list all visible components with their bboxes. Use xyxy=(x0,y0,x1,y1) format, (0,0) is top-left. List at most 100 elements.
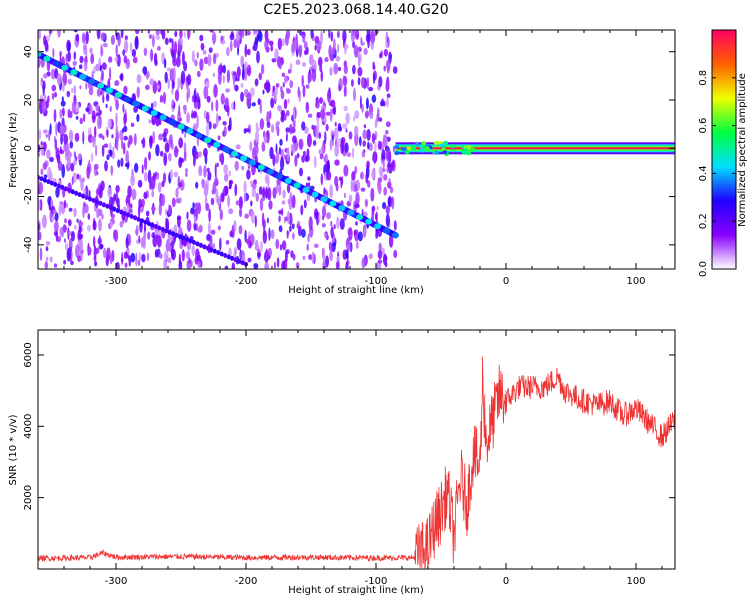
spectrogram-noise-cell xyxy=(56,235,61,242)
spectrogram-noise-cell xyxy=(59,108,63,119)
spectrogram-noise-cell xyxy=(148,119,151,124)
spectrogram-noise-cell xyxy=(64,218,67,224)
spectrogram-noise-cell xyxy=(73,207,77,218)
spectrogram-noise-cell xyxy=(75,33,79,42)
spectrogram-noise-cell xyxy=(51,216,56,221)
spectrogram-trace-peak xyxy=(383,227,391,234)
spectrogram-noise-cell xyxy=(155,117,160,127)
spectrogram-noise-cell xyxy=(304,49,307,56)
spectrogram-noise-cell xyxy=(361,150,366,158)
spectrogram-noise-cell xyxy=(100,32,106,41)
spectrogram-noise-cell xyxy=(331,46,336,56)
spectrogram-noise-cell xyxy=(131,49,137,57)
spectrogram-noise-cell xyxy=(66,247,72,262)
spectrogram-noise-cell xyxy=(262,230,267,244)
spectrogram-noise-cell xyxy=(120,30,124,39)
spectrogram-noise-cell xyxy=(128,208,133,214)
spectrogram-noise-cell xyxy=(250,200,253,207)
spectrogram-noise-cell xyxy=(150,48,154,62)
spectrogram-noise-cell xyxy=(249,141,253,152)
carrier-onset-cell xyxy=(394,151,400,156)
carrier-onset-cell xyxy=(404,150,410,155)
spectrogram-noise-cell xyxy=(211,31,217,44)
spectrogram-noise-cell xyxy=(378,117,383,122)
spectrogram-noise-cell xyxy=(268,227,271,241)
spectrogram-noise-cell xyxy=(372,61,375,70)
spectrogram-noise-cell xyxy=(316,41,322,51)
spectrogram-noise-cell xyxy=(265,250,270,260)
spectrogram-ytick-label: 40 xyxy=(23,45,34,58)
spectrogram-noise-cell xyxy=(345,112,350,125)
spectrogram-noise-cell xyxy=(110,35,115,45)
spectrogram-noise-cell xyxy=(217,199,221,205)
spectrogram-noise-cell xyxy=(124,162,130,168)
spectrogram-noise-cell xyxy=(186,211,189,220)
spectrogram-noise-cell xyxy=(343,85,347,98)
spectrogram-trace-peak xyxy=(347,209,355,216)
spectrogram-noise-cell xyxy=(283,98,288,110)
spectrogram-noise-cell xyxy=(146,72,149,80)
spectrogram-noise-cell xyxy=(155,34,161,40)
spectrogram-noise-cell xyxy=(286,229,289,239)
spectrogram-noise-cell xyxy=(354,183,358,193)
spectrogram-noise-cell xyxy=(100,243,104,249)
spectrogram-noise-cell xyxy=(383,48,388,57)
spectrogram-noise-cell xyxy=(298,30,303,36)
spectrogram-noise-cell xyxy=(165,208,168,216)
spectrogram-secondary-trace-cell xyxy=(192,239,196,245)
spectrogram-ytick-label: 20 xyxy=(23,94,34,107)
spectrogram-noise-cell xyxy=(360,171,364,180)
spectrogram-trace-peak xyxy=(213,141,221,148)
spectrogram-secondary-trace-cell xyxy=(240,260,245,266)
spectrogram-noise-cell xyxy=(371,211,375,222)
spectrogram-noise-cell xyxy=(392,66,398,74)
spectrogram-noise-cell xyxy=(244,43,248,58)
spectrogram-noise-cell xyxy=(205,122,210,137)
spectrogram-noise-cell xyxy=(173,41,178,55)
spectrogram-noise-cell xyxy=(305,182,309,187)
spectrogram-noise-cell xyxy=(127,254,131,261)
spectrogram-noise-cell xyxy=(178,117,182,122)
spectrogram-noise-cell xyxy=(95,112,99,117)
spectrogram-noise-cell xyxy=(272,85,276,93)
spectrogram-noise-cell xyxy=(138,252,142,262)
spectrogram-noise-cell xyxy=(63,259,66,265)
spectrogram-noise-cell xyxy=(271,58,277,63)
spectrogram-noise-cell xyxy=(177,215,181,228)
spectrogram-noise-cell xyxy=(115,131,119,143)
spectrogram-noise-cell xyxy=(67,41,71,52)
spectrogram-noise-cell xyxy=(230,102,234,110)
spectrogram-noise-cell xyxy=(277,105,282,112)
spectrogram-noise-cell xyxy=(127,140,131,149)
spectrogram-noise-cell xyxy=(257,98,261,106)
spectrogram-noise-cell xyxy=(99,109,102,116)
spectrogram-secondary-trace-cell xyxy=(77,192,82,198)
spectrogram-noise-cell xyxy=(170,142,174,150)
spectrogram-noise-cell xyxy=(331,134,334,142)
spectrogram-noise-cell xyxy=(275,122,279,131)
spectrogram-noise-cell xyxy=(336,216,340,229)
spectrogram-noise-cell xyxy=(327,89,332,103)
spectrogram-noise-cell xyxy=(86,224,92,232)
spectrogram-noise-cell xyxy=(100,90,103,96)
spectrogram-noise-cell xyxy=(316,120,320,134)
spectrogram-noise-cell xyxy=(116,140,119,151)
spectrogram-noise-cell xyxy=(87,104,93,115)
spectrogram-noise-cell xyxy=(196,51,199,59)
spectrogram-noise-cell xyxy=(184,168,189,174)
spectrogram-noise-cell xyxy=(374,141,377,153)
spectrogram-noise-cell xyxy=(87,213,91,220)
spectrogram-noise-cell xyxy=(212,72,215,78)
spectrogram-noise-cell xyxy=(63,199,67,209)
spectrogram-noise-cell xyxy=(317,56,323,67)
spectrogram-noise-cell xyxy=(261,141,265,152)
spectrogram-noise-cell xyxy=(329,250,333,262)
spectrogram-noise-cell xyxy=(318,132,322,139)
spectrogram-secondary-trace-cell xyxy=(39,176,44,182)
spectrogram-noise-cell xyxy=(308,182,311,188)
spectrogram-noise-cell xyxy=(271,124,274,133)
spectrogram-noise-cell xyxy=(302,255,306,260)
spectrogram-noise-cell xyxy=(292,253,296,261)
spectrogram-noise-cell xyxy=(133,133,137,146)
spectrogram-trace-peak xyxy=(88,78,96,85)
